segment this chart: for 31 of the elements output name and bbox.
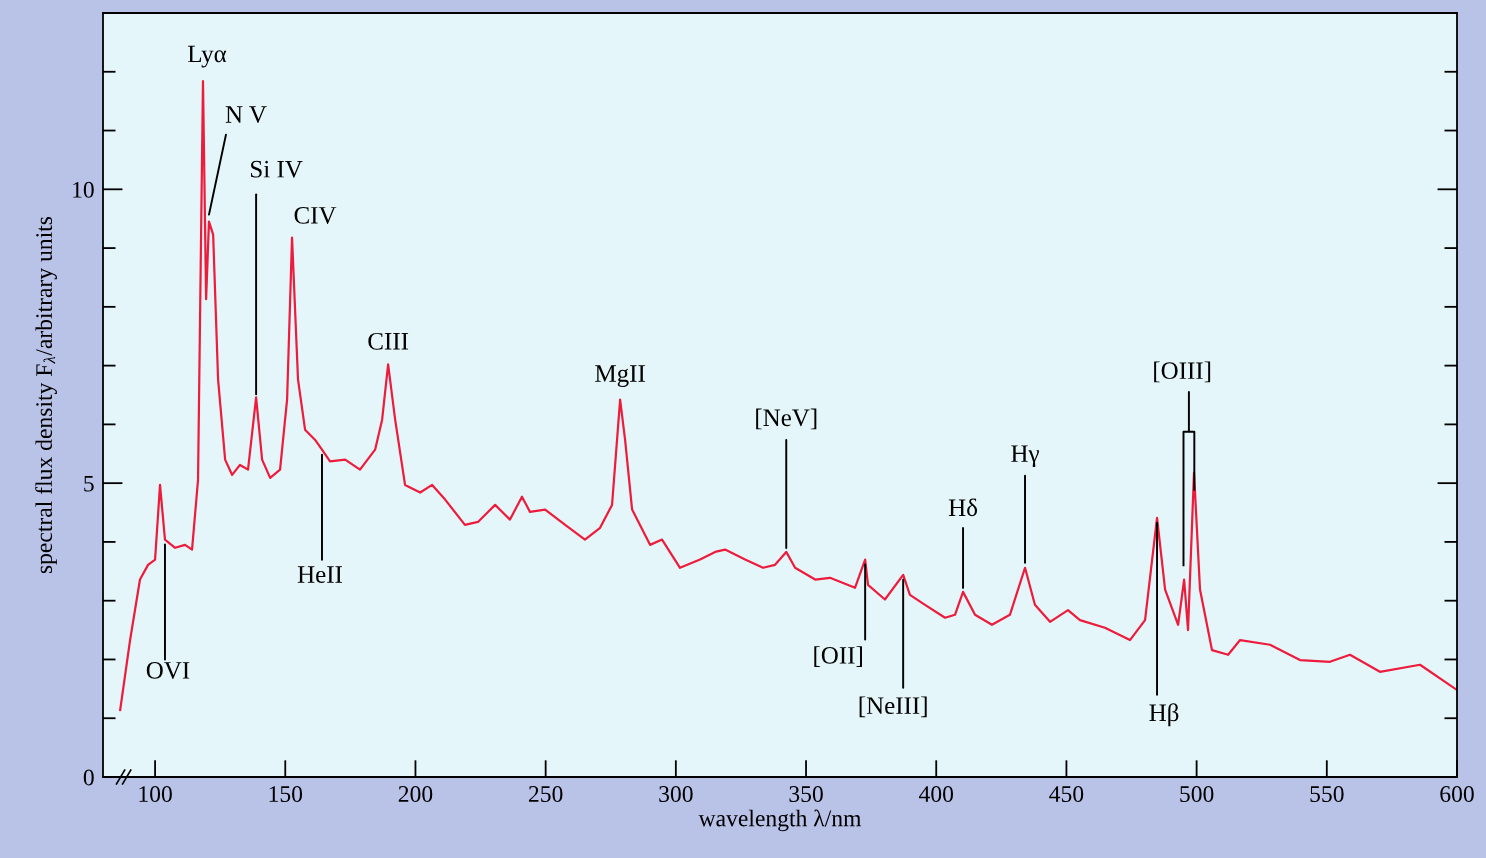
annotation: Lyα (187, 45, 227, 68)
x-tick-label: 500 (1180, 786, 1214, 802)
annotation: CIII (368, 332, 409, 350)
x-tick-label: 300 (659, 786, 693, 802)
x-axis-title: wavelength λ/nm (698, 809, 862, 832)
annotation: MgII (595, 365, 645, 388)
annotation: Hγ (1011, 445, 1039, 468)
y-axis-title: spectral flux density F$_{λ}$/arbitrary units (35, 216, 57, 574)
x-tick-label: 150 (269, 786, 303, 802)
y-tick-label: 10 (73, 181, 94, 198)
annotation: OVI (146, 662, 190, 679)
annotation: Hβ (1149, 703, 1179, 727)
annotation: [OII] (814, 646, 862, 667)
x-tick-label: 400 (918, 786, 954, 802)
x-tick-label: 100 (139, 786, 172, 802)
annotation: N V (225, 106, 267, 124)
annotation: [NeV] (756, 408, 817, 430)
annotation: Hδ (948, 498, 978, 517)
annotation: CIV (294, 206, 337, 224)
annotation: HeII (297, 566, 342, 583)
y-tick-label: 5 (84, 475, 94, 492)
x-tick-label: 450 (1049, 786, 1084, 802)
annotation: Si IV (251, 160, 303, 178)
x-tick-label: 550 (1310, 786, 1344, 802)
annotation: [NeIII] (859, 696, 927, 718)
x-tick-label: 600 (1440, 786, 1474, 802)
y-tick-label: 0 (83, 769, 94, 786)
annotation: [OIII] (1154, 361, 1211, 383)
x-tick-label: 350 (789, 786, 823, 802)
x-tick-label: 250 (528, 786, 563, 802)
x-tick-label: 200 (398, 786, 433, 802)
